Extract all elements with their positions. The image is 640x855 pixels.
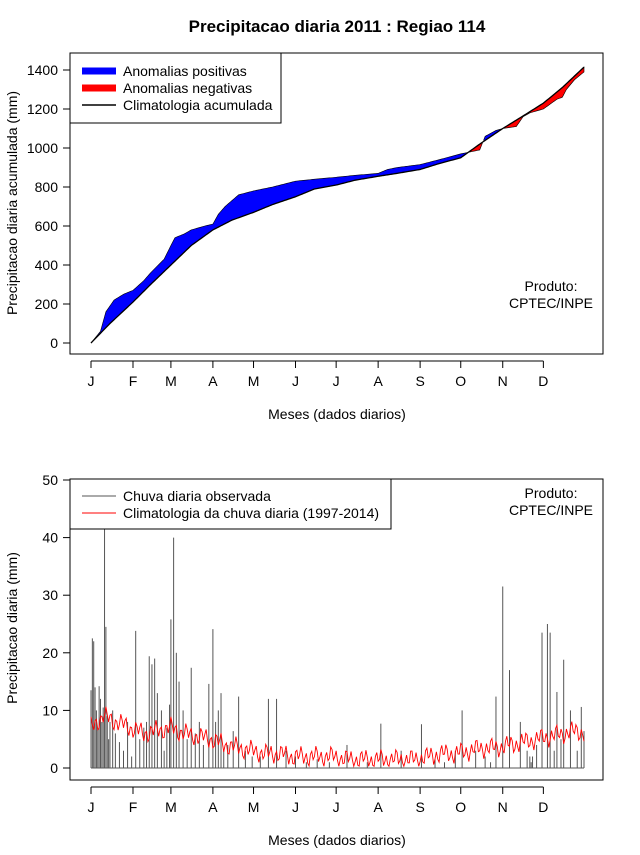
bottom-product-label: Produto: <box>525 485 578 501</box>
top-panel: 0 200 400 600 800 1000 1200 1400 J F M A M J J A S O N D P… <box>4 52 604 422</box>
bottom-x-tick-label: S <box>415 799 424 815</box>
bottom-x-tick-label: M <box>165 799 177 815</box>
bottom-x-tick-label: N <box>498 799 508 815</box>
bottom-panel: 0 10 20 30 40 50 J F M A M J J A S O N D Precipitacao di… <box>4 472 604 848</box>
top-y-tick-label: 1400 <box>27 62 58 78</box>
bottom-x-tick-label: A <box>373 799 383 815</box>
top-y-tick-label: 1000 <box>27 140 58 156</box>
top-x-tick-label: S <box>415 373 424 389</box>
climatology-accumulated-line <box>90 66 585 344</box>
top-x-tick-label: A <box>208 373 218 389</box>
bottom-x-tick-label: M <box>248 799 260 815</box>
daily-climatology-line <box>90 706 585 769</box>
bottom-x-tick-label: J <box>333 799 340 815</box>
bottom-series-layer <box>90 528 585 769</box>
top-product-label: Produto: <box>525 278 578 294</box>
top-y-tick-label: 800 <box>35 179 59 195</box>
top-y-axis: 0 200 400 600 800 1000 1200 1400 <box>27 62 71 351</box>
top-y-tick-label: 600 <box>35 218 59 234</box>
positive-anomaly-area <box>90 152 468 344</box>
bottom-y-tick-label: 30 <box>42 587 58 603</box>
bottom-y-tick-label: 20 <box>42 645 58 661</box>
top-series-layer <box>90 66 585 344</box>
bottom-x-tick-label: D <box>538 799 548 815</box>
bottom-legend-box <box>69 478 392 530</box>
chart-title: Precipitacao diaria 2011 : Regiao 114 <box>189 17 486 36</box>
negative-anomaly-area <box>503 66 585 129</box>
top-x-tick-label: J <box>292 373 299 389</box>
top-y-tick-label: 1200 <box>27 101 58 117</box>
top-x-tick-label: J <box>333 373 340 389</box>
bottom-x-tick-label: J <box>292 799 299 815</box>
bottom-x-tick-label: A <box>208 799 218 815</box>
bottom-legend: Chuva diaria observada Climatologia da c… <box>69 478 392 530</box>
bottom-x-tick-label: J <box>88 799 95 815</box>
top-x-tick-label: M <box>165 373 177 389</box>
bottom-y-tick-label: 50 <box>42 472 58 488</box>
top-x-tick-label: M <box>248 373 260 389</box>
bottom-y-axis-label: Precipitacao diaria (mm) <box>4 552 20 704</box>
top-x-tick-label: D <box>538 373 548 389</box>
bottom-y-tick-label: 10 <box>42 702 58 718</box>
bottom-x-tick-label: O <box>455 799 466 815</box>
legend-negative-label: Anomalias negativas <box>123 80 252 96</box>
top-x-tick-label: F <box>129 373 138 389</box>
bottom-x-axis-label: Meses (dados diarios) <box>268 832 406 848</box>
top-y-tick-label: 200 <box>35 296 59 312</box>
legend-daily-climatology-label: Climatologia da chuva diaria (1997-2014) <box>123 505 379 521</box>
legend-climatology-label: Climatologia acumulada <box>123 97 273 113</box>
bottom-y-axis: 0 10 20 30 40 50 <box>42 472 71 776</box>
top-x-axis-label: Meses (dados diarios) <box>268 406 406 422</box>
bottom-x-tick-label: F <box>129 799 138 815</box>
top-x-tick-label: N <box>498 373 508 389</box>
legend-observed-label: Chuva diaria observada <box>123 488 271 504</box>
top-y-axis-label: Precipitacao diaria acumulada (mm) <box>4 91 20 315</box>
top-product-source: CPTEC/INPE <box>509 295 593 311</box>
legend-positive-label: Anomalias positivas <box>123 63 247 79</box>
top-x-tick-label: J <box>88 373 95 389</box>
bottom-product-source: CPTEC/INPE <box>509 502 593 518</box>
top-x-tick-label: O <box>455 373 466 389</box>
bottom-y-tick-label: 0 <box>50 760 58 776</box>
top-y-tick-label: 0 <box>50 335 58 351</box>
top-legend: Anomalias positivas Anomalias negativas … <box>69 52 282 124</box>
top-y-tick-label: 400 <box>35 257 59 273</box>
top-x-tick-label: A <box>373 373 383 389</box>
bottom-y-tick-label: 40 <box>42 530 58 546</box>
